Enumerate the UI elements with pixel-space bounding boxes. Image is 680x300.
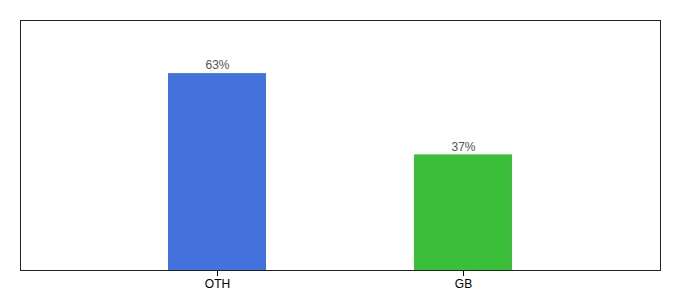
svg-text:GB: GB <box>455 277 472 291</box>
svg-text:37%: 37% <box>451 140 475 154</box>
svg-text:63%: 63% <box>205 58 229 72</box>
svg-text:OTH: OTH <box>205 277 230 291</box>
